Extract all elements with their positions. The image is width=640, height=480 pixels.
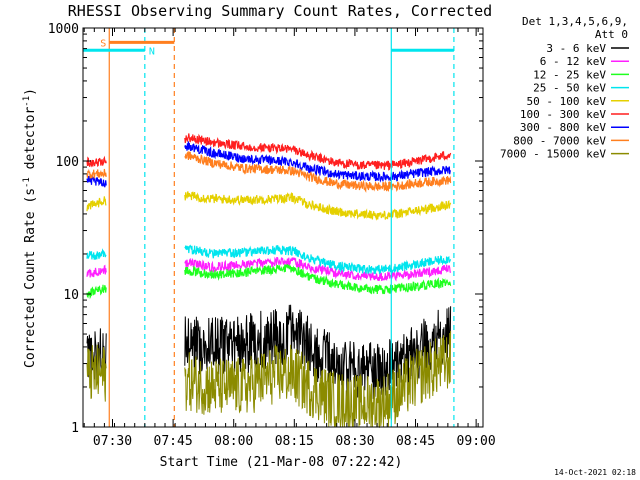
timestamp: 14-Oct-2021 02:18 <box>554 468 636 477</box>
legend-label-6-12: 6 - 12 keV <box>540 55 607 68</box>
legend-label-7000-15000: 7000 - 15000 keV <box>500 148 606 161</box>
legend-label-12-25: 12 - 25 keV <box>533 68 606 81</box>
series-line-100-300-b <box>184 133 452 171</box>
series-line-12-25-a <box>86 284 107 300</box>
x-tick-label-6: 08:45 <box>396 434 435 449</box>
x-axis-label: Start Time (21-Mar-08 07:22:42) <box>160 455 403 470</box>
series-line-300-800-a <box>86 175 107 188</box>
night-flag-label: N <box>149 46 155 57</box>
y-axis-label: Corrected Count Rate (s-1 detector-1) <box>22 88 38 368</box>
series-line-300-800-b <box>184 141 452 183</box>
series-line-800-7000-a <box>86 168 107 179</box>
series-line-25-50-b <box>184 244 452 275</box>
series-line-6-12-b <box>184 256 452 282</box>
legend-label-100-300: 100 - 300 keV <box>520 108 606 121</box>
chart-title: RHESSI Observing Summary Count Rates, Co… <box>68 2 492 20</box>
y-tick-label-4: 1000 <box>48 22 79 37</box>
legend-label-3-6: 3 - 6 keV <box>546 42 606 55</box>
series-line-50-100-b <box>184 191 452 221</box>
x-tick-label-3: 08:00 <box>214 434 253 449</box>
x-tick-label-7: 09:00 <box>457 434 496 449</box>
plot-frame <box>82 27 484 428</box>
y-tick-label-1: 1 <box>71 421 79 436</box>
saa-flag-label: S <box>100 38 106 49</box>
legend-label-300-800: 300 - 800 keV <box>520 121 606 134</box>
x-tick-label-5: 08:30 <box>335 434 374 449</box>
series-line-7000-15000-b <box>184 330 452 429</box>
x-tick-label-2: 07:45 <box>154 434 193 449</box>
y-axis: 1 10 100 1000 <box>48 22 483 436</box>
series-line-800-7000-b <box>184 150 452 193</box>
legend-header-detectors: Det 1,3,4,5,6,9, <box>522 15 628 28</box>
legend-label-50-100: 50 - 100 keV <box>527 95 607 108</box>
plot-area: SN <box>83 28 455 429</box>
legend-label-25-50: 25 - 50 keV <box>533 82 606 95</box>
series-line-6-12-a <box>86 264 107 278</box>
series-line-12-25-b <box>184 263 452 295</box>
series-line-100-300-a <box>86 155 107 168</box>
legend-header-attenuator: Att 0 <box>595 28 628 41</box>
x-tick-label-1: 07:30 <box>93 434 132 449</box>
legend-label-800-7000: 800 - 7000 keV <box>513 134 606 147</box>
x-tick-label-4: 08:15 <box>275 434 314 449</box>
series-line-3-6-b <box>184 304 452 399</box>
x-axis: 07:30 07:45 08:00 08:15 08:30 08:45 09:00 <box>83 28 496 449</box>
y-tick-label-2: 10 <box>63 288 79 303</box>
series-line-7000-15000-a <box>86 344 107 402</box>
y-tick-label-3: 100 <box>56 155 79 170</box>
series-line-50-100-a <box>86 196 107 212</box>
series-line-25-50-a <box>86 248 107 260</box>
